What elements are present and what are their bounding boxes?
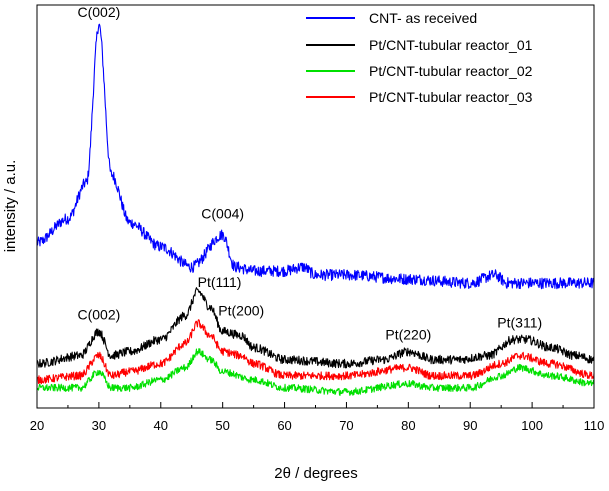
series-line-2	[36, 348, 595, 396]
x-tick-label: 90	[463, 418, 477, 433]
x-tick-label: 60	[277, 418, 291, 433]
peak-annotation: C(004)	[201, 206, 244, 222]
series-line-1	[36, 287, 595, 369]
x-tick-label: 20	[30, 418, 44, 433]
peak-annotation: Pt(311)	[497, 314, 542, 330]
x-axis-title: 2θ / degrees	[274, 465, 357, 482]
series-line-3	[36, 319, 595, 385]
x-tick-label: 110	[584, 418, 605, 433]
x-tick-label: 80	[401, 418, 415, 433]
peak-annotation: Pt(111)	[198, 274, 242, 290]
peak-annotation: C(002)	[77, 306, 120, 322]
peak-annotation: C(002)	[77, 4, 120, 20]
legend: CNT- as received Pt/CNT-tubular reactor_…	[306, 10, 533, 105]
series-layer	[36, 23, 595, 396]
x-tick-label: 50	[215, 418, 229, 433]
legend-label-2: Pt/CNT-tubular reactor_02	[369, 63, 533, 79]
annotation-layer: C(002) C(004) C(002) Pt(111) Pt(200) Pt(220) P…	[77, 4, 542, 342]
x-tick-label: 40	[154, 418, 168, 433]
series-line-0	[36, 23, 595, 290]
legend-label-0: CNT- as received	[369, 10, 477, 26]
x-tick-label: 30	[92, 418, 106, 433]
legend-label-1: Pt/CNT-tubular reactor_01	[369, 37, 533, 53]
x-tick-label: 100	[521, 418, 543, 433]
peak-annotation: Pt(200)	[218, 302, 264, 318]
x-tick-label: 70	[339, 418, 353, 433]
legend-label-3: Pt/CNT-tubular reactor_03	[369, 89, 533, 105]
x-axis-ticks: 20 30 40 50 60 70 80 90 100 110	[30, 402, 605, 433]
y-axis-title: intensity / a.u.	[2, 160, 19, 253]
peak-annotation: Pt(220)	[385, 326, 431, 342]
